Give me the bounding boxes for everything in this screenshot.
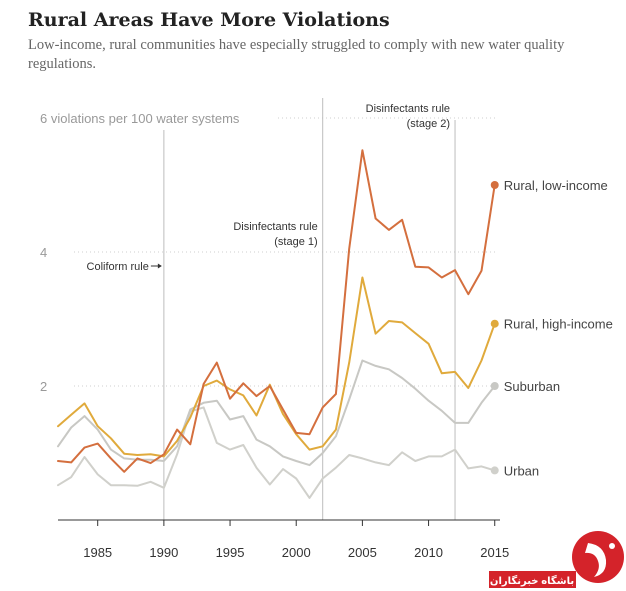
watermark-banner	[489, 571, 576, 588]
chart-subtitle: Low-income, rural communities have espec…	[28, 37, 565, 72]
series-label: Urban	[504, 463, 539, 478]
y-tick-label: 6 violations per 100 water systems	[40, 111, 240, 126]
x-tick-label: 2010	[414, 545, 443, 560]
x-tick-label: 2015	[480, 545, 509, 560]
series-label: Rural, high-income	[504, 317, 613, 332]
watermark-glyph	[585, 543, 607, 577]
event-label: Coliform rule	[87, 261, 149, 273]
series-end-marker	[490, 319, 499, 328]
grid-lines: 2 4 6 violations per 100 water systems	[40, 111, 495, 394]
x-tick-label: 1990	[149, 545, 178, 560]
series-labels: Rural, low-income Rural, high-income Subur…	[490, 178, 613, 478]
series-line	[57, 276, 496, 458]
series-end-marker	[490, 181, 499, 189]
x-tick-label: 2005	[348, 545, 377, 560]
series-line	[57, 149, 496, 473]
event-label: Disinfectants rule	[233, 221, 317, 233]
watermark-dot	[609, 543, 615, 549]
chart-title: Rural Areas Have More Violations	[28, 9, 390, 31]
series-label: Suburban	[504, 379, 560, 394]
event-label: (stage 2)	[407, 118, 450, 130]
series-end-marker	[490, 382, 499, 390]
series-label: Rural, low-income	[504, 178, 608, 193]
event-arrow-head	[157, 263, 162, 269]
series-line	[57, 406, 496, 499]
watermark-text: باشگاه خبرنگاران	[490, 574, 574, 587]
x-tick-label: 1995	[216, 545, 245, 560]
series-lines	[57, 149, 496, 499]
series-end-marker	[490, 466, 499, 475]
x-axis: 1985 1990 1995 2000 2005 2010 2015	[58, 519, 509, 560]
x-tick-label: 2000	[282, 545, 311, 560]
x-tick-label: 1985	[83, 545, 112, 560]
series-line	[57, 359, 496, 467]
watermark-logo: باشگاه خبرنگاران	[489, 531, 624, 588]
event-label: Disinfectants rule	[366, 103, 450, 115]
event-markers: Coliform rule Disinfectants rule (stage 1)…	[87, 98, 456, 520]
event-label: (stage 1)	[274, 236, 317, 248]
y-tick-label: 2	[40, 379, 47, 394]
y-tick-label: 4	[40, 245, 47, 260]
